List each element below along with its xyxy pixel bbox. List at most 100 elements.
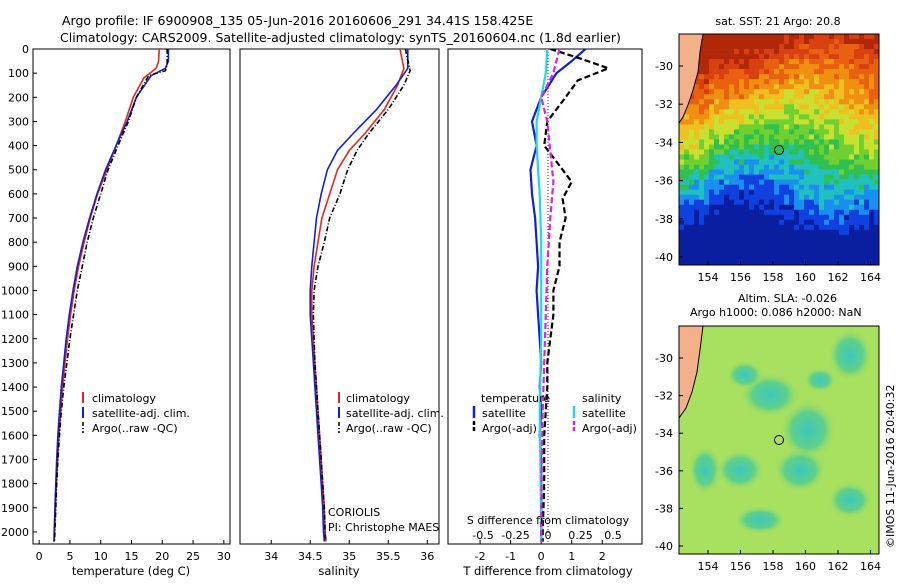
- sst-cell: [844, 189, 850, 195]
- sst-cell: [704, 64, 710, 70]
- sst-cell: [834, 134, 840, 140]
- temperature-series: [53, 49, 170, 542]
- sst-cell: [739, 199, 745, 206]
- sst-cell: [844, 44, 850, 50]
- lon-tick-label: 158: [763, 560, 784, 573]
- sst-cell: [869, 119, 875, 125]
- series-line-argo: [541, 49, 610, 542]
- sst-cell: [774, 174, 780, 180]
- sst-cell: [829, 74, 835, 80]
- sst-cell: [739, 154, 745, 160]
- sst-cell: [859, 129, 865, 135]
- sst-cell: [714, 94, 720, 100]
- sst-cell: [794, 69, 800, 75]
- sst-cell: [789, 69, 795, 75]
- x-tick-label: 25: [186, 550, 200, 563]
- sst-cell: [839, 34, 845, 40]
- sst-cell: [854, 234, 860, 241]
- sst-cell: [809, 239, 815, 246]
- sst-cell: [734, 69, 740, 75]
- sst-cell: [704, 124, 710, 130]
- sst-cell: [804, 44, 810, 50]
- sst-cell: [779, 114, 785, 120]
- sst-cell: [854, 159, 860, 165]
- sst-cell: [724, 54, 730, 60]
- sst-cell: [869, 229, 875, 236]
- sst-cell: [704, 59, 710, 65]
- sst-cell: [759, 224, 765, 231]
- sst-cell: [734, 259, 740, 266]
- sst-cell: [689, 234, 695, 241]
- sst-cell: [749, 179, 755, 185]
- sst-cell: [744, 84, 750, 90]
- sst-cell: [734, 194, 740, 201]
- sst-cell: [779, 234, 785, 241]
- sst-cell: [829, 139, 835, 145]
- sst-cell: [709, 114, 715, 120]
- sst-cell: [759, 64, 765, 70]
- legend-label-argo: Argo(..raw -QC): [92, 422, 178, 435]
- sst-cell: [774, 139, 780, 145]
- sst-cell: [749, 164, 755, 170]
- sst-cell: [714, 164, 720, 170]
- sst-cell: [739, 94, 745, 100]
- sst-cell: [719, 64, 725, 70]
- sst-cell: [714, 89, 720, 95]
- sst-cell: [854, 199, 860, 206]
- sst-cell: [819, 109, 825, 115]
- sst-cell: [844, 154, 850, 160]
- sst-cell: [874, 214, 880, 221]
- sst-cell: [679, 129, 685, 135]
- sst-cell: [704, 94, 710, 100]
- sst-cell: [729, 204, 735, 211]
- sst-cell: [814, 109, 820, 115]
- sst-cell: [719, 184, 725, 190]
- sst-cell: [779, 154, 785, 160]
- sst-cell: [869, 184, 875, 190]
- sst-cell: [714, 114, 720, 120]
- sst-cell: [719, 89, 725, 95]
- sst-cell: [774, 94, 780, 100]
- sst-cell: [844, 254, 850, 261]
- sst-cell: [689, 139, 695, 145]
- sst-cell: [679, 209, 685, 216]
- sst-cell: [864, 159, 870, 165]
- sst-cell: [844, 69, 850, 75]
- sst-cell: [729, 34, 735, 40]
- sst-cell: [864, 129, 870, 135]
- sst-cell: [729, 59, 735, 65]
- sst-cell: [744, 119, 750, 125]
- sst-cell: [789, 244, 795, 251]
- sst-cell: [764, 199, 770, 206]
- sst-cell: [829, 224, 835, 231]
- sst-cell: [809, 159, 815, 165]
- sst-cell: [799, 59, 805, 65]
- sst-cell: [754, 89, 760, 95]
- sst-cell: [739, 229, 745, 236]
- sst-cell: [679, 224, 685, 231]
- sst-cell: [839, 199, 845, 206]
- sst-cell: [799, 34, 805, 40]
- sst-cell: [864, 214, 870, 221]
- sst-cell: [844, 224, 850, 231]
- sst-cell: [869, 134, 875, 140]
- sst-cell: [694, 109, 700, 115]
- sst-cell: [684, 249, 690, 256]
- sst-cell: [809, 189, 815, 195]
- sst-cell: [744, 129, 750, 135]
- sst-cell: [804, 234, 810, 241]
- sst-cell: [829, 234, 835, 241]
- sst-cell: [724, 134, 730, 140]
- sst-cell: [724, 254, 730, 261]
- sst-cell: [684, 229, 690, 236]
- sst-cell: [769, 219, 775, 226]
- sst-cell: [809, 214, 815, 221]
- sst-cell: [824, 119, 830, 125]
- sst-cell: [739, 109, 745, 115]
- sst-cell: [744, 94, 750, 100]
- sst-cell: [689, 224, 695, 231]
- sst-cell: [689, 219, 695, 226]
- sst-cell: [774, 69, 780, 75]
- sst-cell: [679, 134, 685, 140]
- sst-cell: [684, 114, 690, 120]
